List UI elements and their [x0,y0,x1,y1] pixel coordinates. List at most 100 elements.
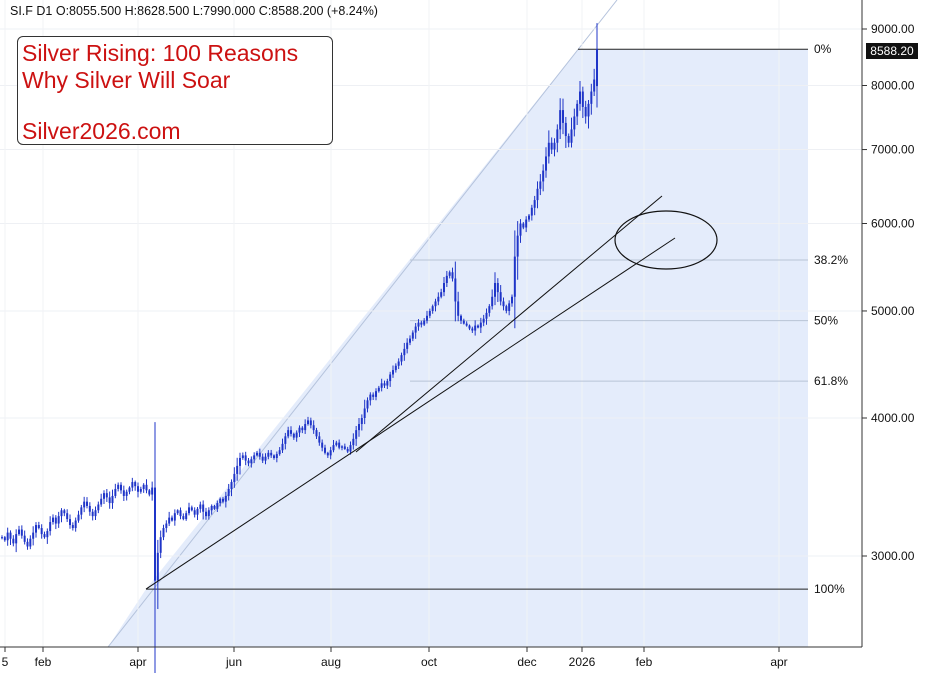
candle-body [145,484,148,491]
candle-body [253,455,256,460]
candle-body [18,529,20,535]
candle-body [335,442,338,446]
candle-body [219,498,222,504]
price-tick-label: 5000.00 [871,304,915,318]
candle-body [281,443,284,451]
candle-body [343,446,346,449]
candle-body [502,301,505,307]
candle-body [369,394,372,401]
candle-body [443,283,445,293]
candle-body [80,507,83,515]
candle-body [394,365,397,371]
candle-body [403,348,406,356]
candle-body [545,156,547,171]
candle-body [23,535,26,542]
candle-body [6,532,9,541]
candle-body [134,482,137,487]
candle-body [525,219,528,228]
time-tick-label: jun [225,655,242,669]
time-tick-label: 2026 [569,655,596,669]
candle-body [216,503,219,509]
candle-body [451,272,454,279]
trendline-upper [355,195,663,453]
candle-body [227,488,230,496]
candle-body [171,517,173,521]
candle-body [434,301,437,307]
candle-body [496,283,499,293]
time-tick-label: dec [517,655,536,669]
candle-body [397,361,400,366]
price-tick-label: 4000.00 [871,411,915,425]
candle-body [513,256,516,297]
candle-body [587,103,590,117]
candle-body [584,106,587,117]
candle-body [576,103,579,117]
candle-body [137,486,139,492]
candle-body [570,129,573,143]
candle-body [301,427,304,431]
candle-body [471,328,474,331]
candle-body [292,433,295,438]
candle-body [400,355,403,362]
candle-body [352,438,355,446]
candle-body [29,538,32,547]
candle-body [346,448,349,452]
candle-body [360,418,363,425]
candle-body [176,510,179,514]
candle-body [468,325,471,329]
candle-body [536,188,539,201]
last-price-tag: 8588.20 [866,43,918,59]
candle-body [329,450,332,456]
candle-body [49,522,52,532]
candle-body [460,315,462,321]
candle-body [117,484,120,489]
candle-body [448,272,451,276]
candle-body [168,517,171,524]
candle-body [173,513,176,521]
candle-body [426,315,428,321]
candle-body [12,538,15,544]
candle-body [287,430,290,437]
candle-body [86,501,88,506]
candle-body [530,207,533,216]
candle-body [295,432,298,438]
time-tick-label: feb [35,655,52,669]
candle-body [389,374,392,382]
candle-body [462,320,465,324]
candle-body [207,510,210,517]
candle-body [542,170,545,182]
candle-body [440,292,443,297]
candle-body [312,425,315,431]
candle-body [457,301,460,316]
candle-body [193,510,196,515]
time-tick-label: apr [129,655,146,669]
candle-body [318,436,321,443]
candle-body [494,283,496,297]
candle-body [341,446,343,448]
candle-body [349,445,352,452]
target-ellipse [614,210,718,270]
candle-body [411,332,414,339]
annotation-line-2: Why Silver Will Soar [22,67,231,93]
candle-body [409,338,411,343]
candle-body [363,408,366,419]
candle-body [125,491,128,496]
annotation-site: Silver2026.com [22,118,181,144]
candle-body [338,442,341,448]
candle-body [516,235,519,257]
annotation-box: Silver Rising: 100 Reasons Why Silver Wi… [17,36,333,145]
candle-body [165,523,168,529]
candle-body [499,292,502,302]
fibonacci-diagonal [107,0,618,648]
candle-body [230,482,233,489]
candle-body [247,460,250,464]
candle-body [380,383,383,388]
candle-body [539,181,542,189]
candle-body [414,326,417,333]
fibonacci-levels: 0% 38.2% 50% 61.8% 100% [146,42,848,596]
candle-body [332,445,335,451]
candle-body [261,456,264,461]
candle-body [573,116,576,130]
candle-body [26,541,29,547]
candle-body [522,223,525,228]
